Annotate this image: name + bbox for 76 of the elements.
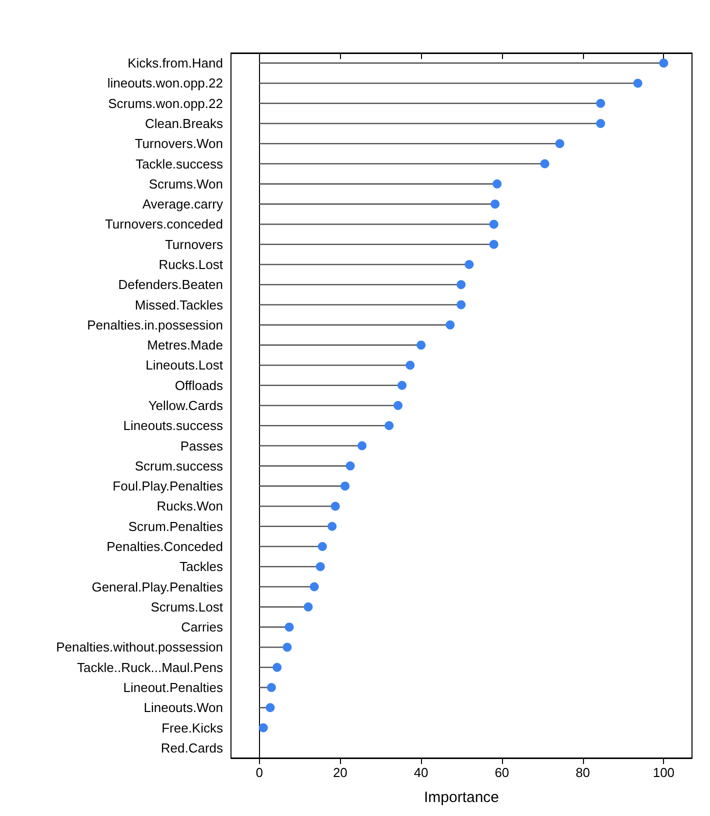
point <box>416 340 426 350</box>
x-tick-label: 40 <box>414 765 428 780</box>
y-tick-label: Turnovers <box>164 236 224 252</box>
point <box>328 522 337 531</box>
y-tick-label: Metres.Made <box>147 338 223 353</box>
point <box>490 200 500 209</box>
y-tick-label: Offloads <box>174 378 224 393</box>
y-tick-label: Lineouts.Lost <box>146 358 224 373</box>
x-tick-label: 0 <box>256 765 263 780</box>
point <box>266 703 275 712</box>
y-tick-label: Scrums.won.opp.22 <box>108 96 223 111</box>
y-tick-label: Scrum.Penalties <box>128 518 224 534</box>
point <box>394 401 403 410</box>
y-tick-label: lineouts.won.opp.22 <box>107 76 223 91</box>
y-tick-label: Penalties.Conceded <box>106 539 223 554</box>
y-tick-label: Lineouts.Won <box>144 700 223 716</box>
point <box>316 562 325 572</box>
y-tick-label: Passes <box>180 438 224 454</box>
point <box>540 159 550 168</box>
y-tick-label: Penalties.in.possession <box>87 317 223 332</box>
point <box>456 280 466 290</box>
point <box>596 119 606 128</box>
y-tick-label: Average.carry <box>142 196 224 212</box>
y-tick-label: Tackles <box>180 559 224 574</box>
y-tick-label: Rucks.Lost <box>158 257 224 272</box>
point <box>384 421 394 430</box>
y-tick-label: Tackle..Ruck...Maul.Pens <box>77 660 224 675</box>
y-tick-label: Rucks.Won <box>156 498 223 514</box>
point <box>489 240 498 249</box>
x-tick-label: 20 <box>332 765 348 780</box>
point <box>633 78 642 88</box>
y-tick-label: Scrums.Won <box>148 176 223 192</box>
y-tick-label: Lineout.Penalties <box>123 680 224 695</box>
x-axis-title: Importance <box>424 789 500 806</box>
point <box>304 602 313 612</box>
x-tick-label: 60 <box>494 765 510 780</box>
point <box>330 502 340 511</box>
point <box>266 683 276 692</box>
point <box>596 98 606 108</box>
y-tick-label: Tackle.success <box>136 156 224 172</box>
point <box>492 179 502 188</box>
point <box>258 723 268 732</box>
point <box>272 662 282 672</box>
y-tick-label: Lineouts.success <box>123 418 224 434</box>
point <box>456 300 466 310</box>
y-tick-label: Turnovers.conceded <box>104 216 223 232</box>
y-tick-label: Missed.Tackles <box>134 297 224 312</box>
point <box>489 220 498 229</box>
y-tick-label: Defenders.Beaten <box>118 277 223 292</box>
point <box>318 542 327 551</box>
y-tick-label: Red.Cards <box>160 740 224 756</box>
y-tick-label: Scrums.Lost <box>150 599 224 614</box>
y-tick-label: Yellow.Cards <box>148 398 224 413</box>
point <box>406 360 415 370</box>
point <box>346 461 355 470</box>
y-tick-label: Kicks.from.Hand <box>128 56 223 71</box>
point <box>284 622 294 632</box>
y-tick-label: Turnovers.Won <box>134 136 223 152</box>
x-tick-label: 80 <box>576 765 590 780</box>
point <box>282 642 292 652</box>
point <box>446 320 455 330</box>
y-tick-label: Clean.Breaks <box>144 116 224 131</box>
point <box>398 380 407 390</box>
point <box>340 482 350 491</box>
y-tick-label: General.Play.Penalties <box>92 579 224 594</box>
point <box>358 441 367 450</box>
point <box>464 260 474 269</box>
y-tick-label: Carries <box>181 620 224 635</box>
y-tick-label: Free.Kicks <box>162 720 224 736</box>
y-tick-label: Penalties.without.possession <box>56 640 223 655</box>
y-tick-label: Foul.Play.Penalties <box>112 478 224 494</box>
point <box>659 58 668 68</box>
point <box>310 582 319 592</box>
point <box>555 139 564 148</box>
x-tick-label: 100 <box>652 765 675 780</box>
y-tick-label: Scrum.success <box>134 458 224 474</box>
